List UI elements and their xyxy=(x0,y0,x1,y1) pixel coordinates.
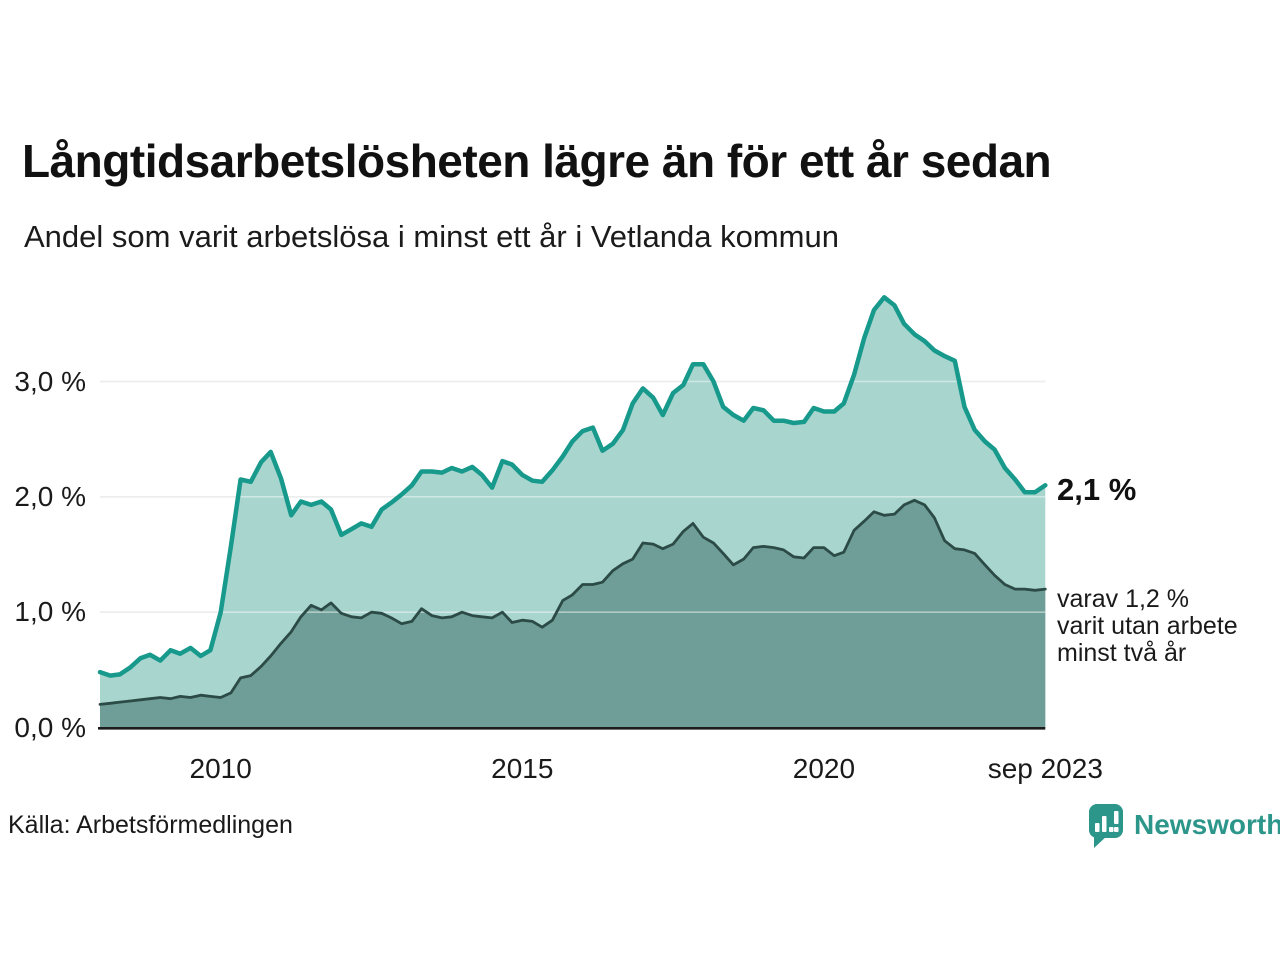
series-two-year-line xyxy=(98,498,1047,706)
x-tick-label: sep 2023 xyxy=(987,753,1103,784)
brand: Newsworthy xyxy=(1086,802,1280,850)
y-tick-label: 0,0 % xyxy=(14,711,86,743)
latest-value-label: 2,1 % xyxy=(1057,472,1137,507)
y-tick-label: 2,0 % xyxy=(14,480,86,512)
two-year-note: varav 1,2 % varit utan arbete minst två … xyxy=(1057,585,1238,667)
source-note: Källa: Arbetsförmedlingen xyxy=(8,811,293,839)
chart-subtitle: Andel som varit arbetslösa i minst ett å… xyxy=(24,219,839,254)
newsworthy-logo-icon xyxy=(1089,804,1123,848)
brand-name: Newsworthy xyxy=(1134,809,1280,840)
gridlines-overlay xyxy=(100,380,1046,613)
y-tick-label: 1,0 % xyxy=(14,596,86,628)
x-tick-label: 2010 xyxy=(189,753,252,784)
x-tick-label: 2020 xyxy=(792,753,856,784)
chart-title: Långtidsarbetslösheten lägre än för ett … xyxy=(22,135,1052,187)
y-tick-label: 3,0 % xyxy=(14,365,86,397)
x-tick-label: 2015 xyxy=(491,753,554,784)
series-one-year-line xyxy=(97,295,1048,678)
series-two-year-area xyxy=(100,500,1046,728)
